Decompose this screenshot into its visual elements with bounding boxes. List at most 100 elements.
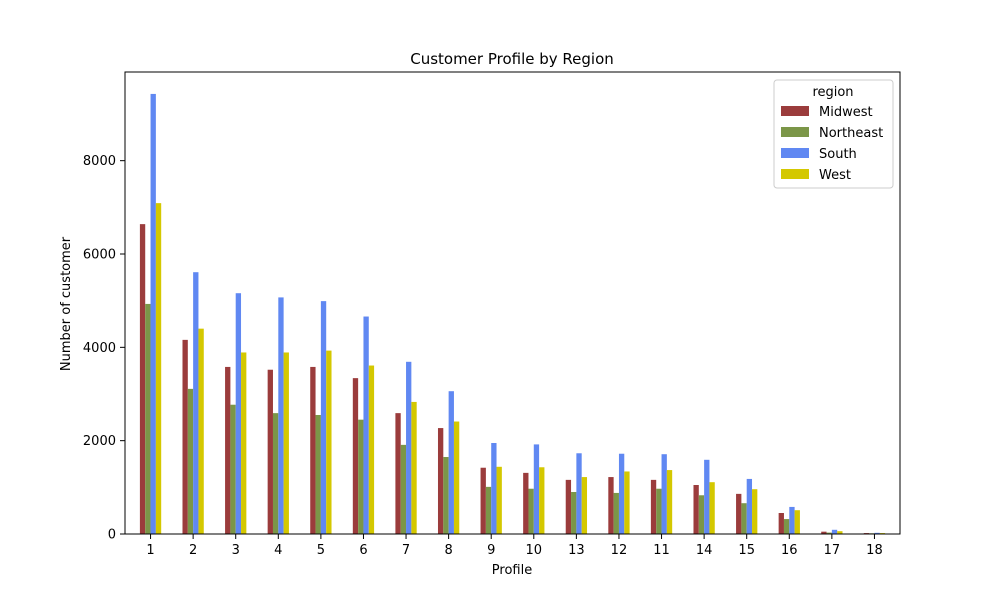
bar-northeast-5 bbox=[315, 415, 321, 534]
x-tick-label: 3 bbox=[232, 543, 240, 558]
x-tick-label: 15 bbox=[738, 543, 755, 558]
x-tick-label: 18 bbox=[866, 543, 883, 558]
bar-west-10 bbox=[539, 467, 545, 534]
y-tick-label: 0 bbox=[108, 528, 116, 543]
bar-south-1 bbox=[150, 93, 156, 535]
bar-south-12 bbox=[618, 453, 625, 534]
bar-west-16 bbox=[794, 510, 800, 534]
bar-south-13 bbox=[576, 453, 582, 534]
bar-south-9 bbox=[491, 443, 497, 534]
bar-midwest-12 bbox=[608, 477, 614, 534]
x-tick-label: 10 bbox=[526, 543, 543, 558]
legend-label-midwest: Midwest bbox=[819, 105, 873, 120]
bar-northeast-11 bbox=[656, 488, 662, 534]
legend-label-south: South bbox=[819, 147, 857, 162]
bar-south-14 bbox=[704, 459, 710, 534]
bar-midwest-15 bbox=[736, 493, 742, 534]
bar-northeast-10 bbox=[528, 488, 534, 534]
y-axis: 0 2000 4000 6000 8000 bbox=[83, 154, 125, 543]
bar-west-5 bbox=[326, 350, 332, 534]
bar-midwest-10 bbox=[523, 472, 529, 534]
x-axis-label: Profile bbox=[492, 563, 532, 578]
chart-title: Customer Profile by Region bbox=[410, 50, 614, 68]
bar-south-15 bbox=[746, 478, 753, 534]
bar-midwest-2 bbox=[182, 339, 188, 534]
bar-midwest-13 bbox=[565, 479, 572, 534]
bar-west-4 bbox=[283, 352, 289, 534]
bar-south-16 bbox=[789, 506, 795, 534]
legend-swatch-west bbox=[781, 169, 809, 179]
bar-midwest-3 bbox=[225, 366, 231, 534]
bar-west-2 bbox=[198, 328, 204, 534]
bar-northeast-16 bbox=[783, 519, 790, 534]
y-tick-label: 8000 bbox=[83, 154, 116, 169]
x-tick-label: 17 bbox=[824, 543, 841, 558]
x-tick-label: 7 bbox=[402, 543, 410, 558]
legend-label-northeast: Northeast bbox=[819, 126, 883, 141]
y-axis-label: Number of customer bbox=[59, 236, 74, 371]
x-tick-label: 14 bbox=[696, 543, 713, 558]
legend-label-west: West bbox=[819, 168, 851, 183]
bar-west-13 bbox=[581, 477, 588, 534]
bar-west-12 bbox=[624, 471, 630, 534]
x-tick-label: 11 bbox=[653, 543, 670, 558]
bar-midwest-7 bbox=[395, 413, 401, 534]
bar-south-4 bbox=[278, 297, 284, 534]
bar-south-10 bbox=[533, 444, 540, 534]
bar-south-11 bbox=[661, 454, 667, 534]
x-axis: 1 2 3 4 5 6 7 8 9 10 13 12 11 14 15 16 17 18 bbox=[146, 534, 883, 558]
bar-west-7 bbox=[411, 401, 417, 534]
x-tick-label: 8 bbox=[444, 543, 452, 558]
bar-midwest-16 bbox=[778, 513, 784, 534]
y-tick-label: 2000 bbox=[83, 434, 116, 449]
bar-midwest-8 bbox=[437, 428, 444, 534]
bar-west-17 bbox=[837, 531, 843, 534]
x-tick-label: 13 bbox=[568, 543, 585, 558]
x-tick-label: 5 bbox=[317, 543, 325, 558]
bar-midwest-4 bbox=[267, 369, 273, 534]
bar-midwest-9 bbox=[480, 467, 486, 534]
bar-northeast-14 bbox=[698, 495, 705, 534]
bar-northeast-2 bbox=[187, 388, 194, 534]
plot-area bbox=[139, 93, 886, 535]
y-tick-label: 6000 bbox=[83, 248, 116, 263]
legend-title: region bbox=[812, 85, 853, 100]
legend: region Midwest Northeast South West bbox=[773, 79, 894, 189]
x-tick-label: 1 bbox=[146, 543, 154, 558]
legend-swatch-south bbox=[781, 148, 809, 158]
x-tick-label: 2 bbox=[189, 543, 197, 558]
bar-south-6 bbox=[363, 316, 369, 534]
bar-south-7 bbox=[406, 361, 412, 534]
bar-south-18 bbox=[874, 532, 880, 534]
bar-northeast-8 bbox=[443, 457, 449, 534]
bar-northeast-1 bbox=[145, 303, 151, 534]
plot-frame bbox=[124, 71, 901, 535]
bar-northeast-13 bbox=[571, 492, 577, 534]
bar-south-2 bbox=[193, 272, 199, 534]
bar-west-14 bbox=[709, 482, 715, 534]
y-tick-label: 4000 bbox=[83, 341, 116, 356]
bar-midwest-11 bbox=[650, 479, 657, 534]
bar-northeast-7 bbox=[400, 444, 407, 534]
legend-swatch-northeast bbox=[781, 127, 809, 137]
bar-south-8 bbox=[448, 391, 454, 534]
bar-south-5 bbox=[320, 301, 327, 534]
bar-midwest-14 bbox=[693, 485, 699, 534]
legend-swatch-midwest bbox=[781, 106, 809, 116]
bar-midwest-6 bbox=[352, 378, 359, 534]
bar-northeast-12 bbox=[613, 492, 619, 534]
bar-northeast-4 bbox=[272, 413, 279, 534]
bar-northeast-17 bbox=[826, 532, 832, 534]
bar-west-9 bbox=[496, 466, 502, 534]
bar-northeast-9 bbox=[485, 486, 492, 534]
bar-west-3 bbox=[241, 352, 247, 534]
bar-midwest-17 bbox=[821, 531, 827, 534]
bar-south-17 bbox=[831, 529, 838, 534]
bar-northeast-15 bbox=[741, 503, 747, 534]
bar-west-1 bbox=[155, 203, 162, 534]
bar-northeast-3 bbox=[230, 404, 236, 534]
legend-entries: Midwest Northeast South West bbox=[781, 105, 883, 183]
bar-west-15 bbox=[752, 489, 758, 534]
x-tick-label: 6 bbox=[359, 543, 367, 558]
